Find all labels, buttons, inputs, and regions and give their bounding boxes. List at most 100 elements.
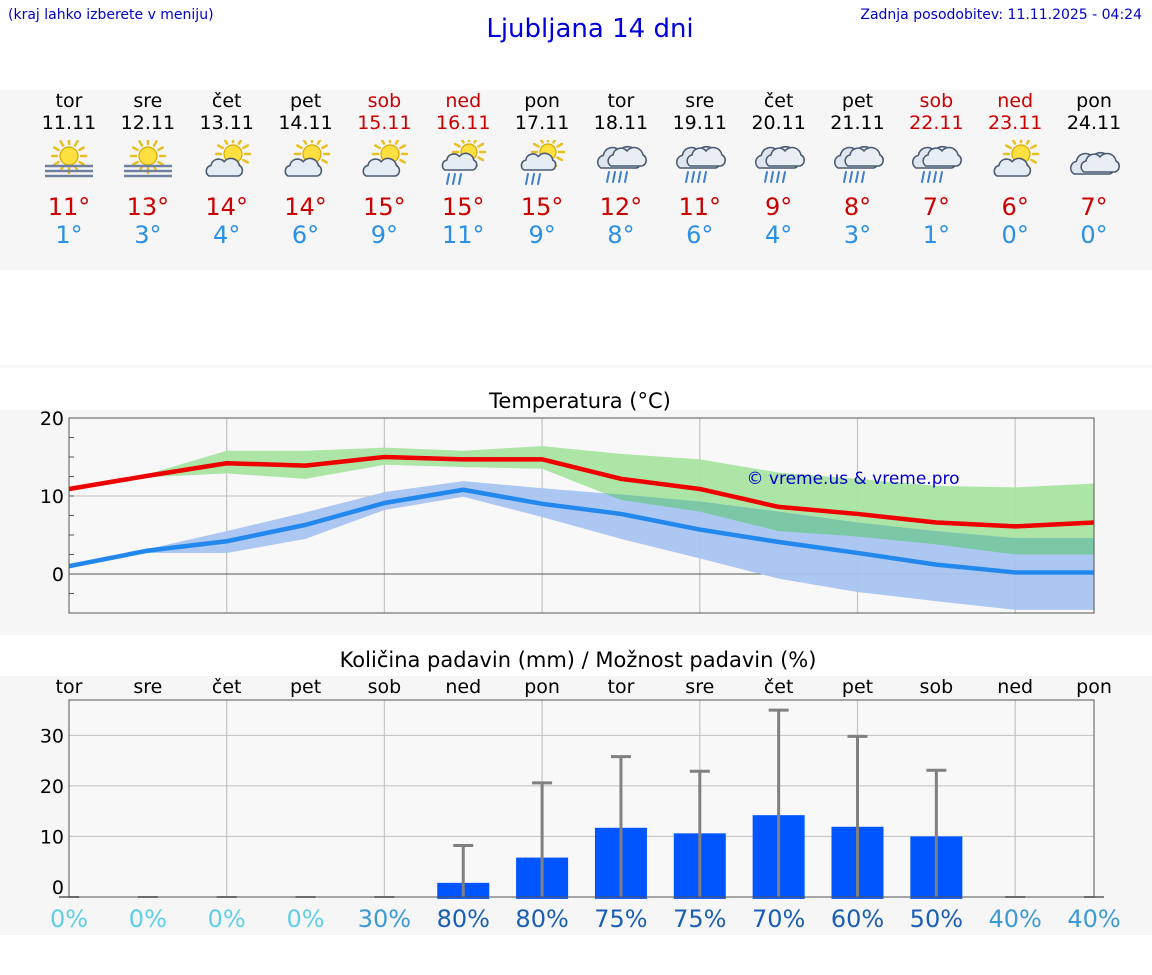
precip-probability: 40% — [1067, 905, 1120, 933]
day-date: 22.11 — [909, 112, 964, 134]
max-temp: 15° — [363, 193, 406, 221]
min-temp-line — [68, 487, 1095, 575]
y-tick-label: 0 — [52, 564, 64, 586]
precip-probability: 0% — [50, 905, 88, 933]
max-temp: 6° — [1001, 193, 1029, 221]
day-date: 15.11 — [357, 112, 412, 134]
day-name: pet — [841, 90, 874, 112]
forecast-day: pet 21.11 8° 3° — [818, 90, 898, 249]
x-category-label: sre — [133, 676, 162, 698]
page-title: Ljubljana 14 dni — [486, 14, 694, 44]
precip-probability: 40% — [989, 905, 1042, 933]
plot-frame — [68, 417, 1095, 614]
y-tick-label: 20 — [40, 776, 64, 798]
forecast-day: čet 20.11 9° 4° — [739, 90, 819, 249]
day-date: 13.11 — [199, 112, 254, 134]
day-date: 17.11 — [514, 112, 570, 134]
forecast-day: sob 15.11 15° 9° — [344, 90, 424, 249]
sun-fog-icon — [123, 140, 172, 178]
cloud-rain-icon — [754, 145, 805, 183]
sun-cloud-rain-icon — [441, 140, 487, 185]
precip-probability: 80% — [437, 905, 490, 933]
y-tick-label: 10 — [40, 486, 64, 508]
day-name: sre — [685, 90, 715, 112]
max-temp: 8° — [843, 193, 872, 221]
day-date: 23.11 — [987, 112, 1043, 134]
chart-title: Količina padavin (mm) / Možnost padavin … — [340, 648, 817, 672]
precip-probability: 0% — [287, 905, 325, 933]
min-temp: 4° — [765, 221, 793, 249]
forecast-day: čet 13.11 14° 4° — [187, 90, 267, 249]
x-category-label: pet — [290, 676, 321, 698]
cloud-icon — [1070, 151, 1120, 175]
x-category-label: sob — [920, 676, 954, 698]
x-category-label: pon — [524, 676, 560, 698]
min-temp-range-band — [69, 481, 1095, 610]
max-temp: 11° — [47, 193, 91, 221]
sun-fog-icon — [45, 140, 93, 178]
day-name: ned — [997, 90, 1034, 112]
y-tick-label: 30 — [40, 725, 64, 747]
max-temp: 7° — [1080, 193, 1108, 221]
x-category-label: ned — [997, 676, 1033, 698]
min-temp: 0° — [1080, 221, 1108, 249]
x-category-label: pon — [1076, 676, 1112, 698]
forecast-day: pet 14.11 14° 6° — [266, 90, 346, 249]
x-category-label: tor — [608, 676, 635, 698]
chart-title: Temperatura (°C) — [488, 389, 671, 413]
min-temp: 1° — [922, 221, 950, 249]
temperature-chart: 0 10 20 Temperatura (°C) © vreme.us & vreme.… — [40, 389, 1095, 614]
x-category-label: čet — [764, 676, 794, 698]
min-temp: 1° — [55, 221, 83, 249]
rain-title-bar — [0, 636, 1152, 676]
day-name: pon — [1076, 90, 1112, 112]
precip-probability: 75% — [594, 905, 647, 933]
x-category-label: čet — [212, 676, 242, 698]
min-temp: 9° — [370, 221, 399, 249]
precip-probability: 60% — [831, 905, 884, 933]
precip-probability: 0% — [129, 905, 167, 933]
day-name: tor — [55, 90, 83, 112]
max-temp: 14° — [284, 193, 327, 221]
y-tick-label: 0 — [52, 877, 64, 899]
location-hint[interactable]: (kraj lahko izberete v meniju) — [8, 7, 214, 23]
y-tick-label: 10 — [40, 826, 64, 848]
cloud-rain-icon — [596, 145, 647, 183]
day-name: pet — [289, 90, 322, 112]
x-category-label: tor — [56, 676, 83, 698]
max-temp: 14° — [205, 193, 248, 221]
precipitation-chart: Količina padavin (mm) / Možnost padavin … — [40, 648, 1121, 933]
day-date: 20.11 — [751, 112, 806, 134]
forecast-day: pon 24.11 7° 0° — [1054, 90, 1134, 249]
x-category-label: pet — [842, 676, 873, 698]
day-date: 12.11 — [120, 112, 176, 134]
x-category-label: sre — [685, 676, 714, 698]
max-temp-line — [68, 454, 1095, 529]
forecast-day: pon 17.11 15° 9° — [502, 90, 582, 249]
forecast-strip: tor 11.11 11° 1° sre 12.11 13° 3° čet 13.11 14° 4° p… — [0, 90, 1152, 270]
day-name: sob — [919, 90, 954, 112]
min-temp: 6° — [291, 221, 320, 249]
day-name: ned — [445, 90, 482, 112]
min-temp: 8° — [607, 221, 635, 249]
min-temp: 3° — [843, 221, 872, 249]
min-temp: 11° — [441, 221, 485, 249]
day-date: 19.11 — [672, 112, 727, 134]
sun-cloud-icon — [284, 140, 330, 177]
sun-cloud-icon — [993, 140, 1040, 177]
precip-probability: 75% — [673, 905, 726, 933]
min-temp: 6° — [686, 221, 714, 249]
max-temp: 11° — [678, 193, 722, 221]
forecast-day: ned 23.11 6° 0° — [975, 90, 1055, 249]
forecast-day: sre 12.11 13° 3° — [108, 90, 188, 249]
max-temp: 12° — [599, 193, 643, 221]
day-name: tor — [607, 90, 635, 112]
forecast-day: sre 19.11 11° 6° — [660, 90, 740, 249]
x-category-label: sob — [368, 676, 402, 698]
cloud-rain-icon — [675, 145, 726, 183]
max-temp: 15° — [441, 193, 485, 221]
precip-probability: 80% — [515, 905, 568, 933]
forecast-day: sob 22.11 7° 1° — [896, 90, 976, 249]
day-date: 14.11 — [278, 112, 333, 134]
